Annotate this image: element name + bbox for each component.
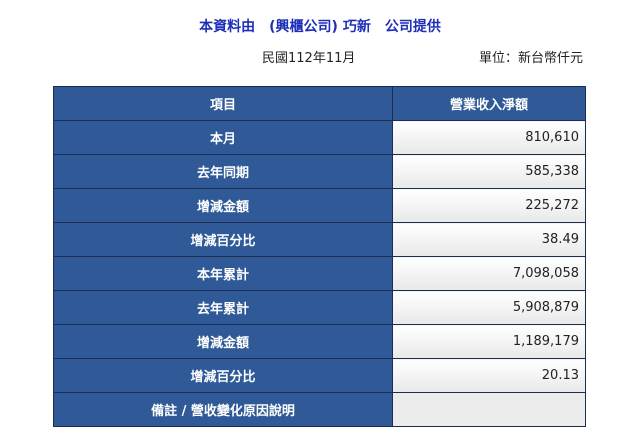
row-label: 增減百分比 (53, 222, 393, 257)
table-row: 去年同期 585,338 (53, 154, 586, 189)
row-value: 20.13 (392, 358, 586, 393)
revenue-table: 項目 營業收入淨額 本月 810,610 去年同期 585,338 增減金額 2… (53, 86, 586, 427)
table-row: 增減金額 1,189,179 (53, 324, 586, 359)
row-value: 7,098,058 (392, 256, 586, 291)
report-period: 民國112年11月 (262, 51, 356, 66)
table-row: 本月 810,610 (53, 120, 586, 155)
column-header-revenue: 營業收入淨額 (392, 86, 586, 121)
row-label: 增減百分比 (53, 358, 393, 393)
row-label: 本年累計 (53, 256, 393, 291)
row-value: 1,189,179 (392, 324, 586, 359)
row-value: 38.49 (392, 222, 586, 257)
row-label: 本月 (53, 120, 393, 155)
row-value: 585,338 (392, 154, 586, 189)
row-label: 去年同期 (53, 154, 393, 189)
table-row: 增減百分比 20.13 (53, 358, 586, 393)
provider-title: 本資料由 (興櫃公司) 巧新 公司提供 (199, 19, 441, 35)
table-row: 備註 / 營收變化原因說明 (53, 392, 586, 427)
row-label: 增減金額 (53, 188, 393, 223)
row-label: 增減金額 (53, 324, 393, 359)
currency-unit: 單位：新台幣仟元 (478, 51, 583, 66)
remarks-label: 備註 / 營收變化原因說明 (53, 392, 393, 427)
row-value: 225,272 (392, 188, 586, 223)
row-value: 5,908,879 (392, 290, 586, 325)
row-label: 去年累計 (53, 290, 393, 325)
row-value: 810,610 (392, 120, 586, 155)
remarks-value (392, 392, 586, 427)
table-row: 增減百分比 38.49 (53, 222, 586, 257)
table-row: 增減金額 225,272 (53, 188, 586, 223)
table-header-row: 項目 營業收入淨額 (53, 86, 586, 121)
table-row: 本年累計 7,098,058 (53, 256, 586, 291)
table-row: 去年累計 5,908,879 (53, 290, 586, 325)
column-header-item: 項目 (53, 86, 393, 121)
